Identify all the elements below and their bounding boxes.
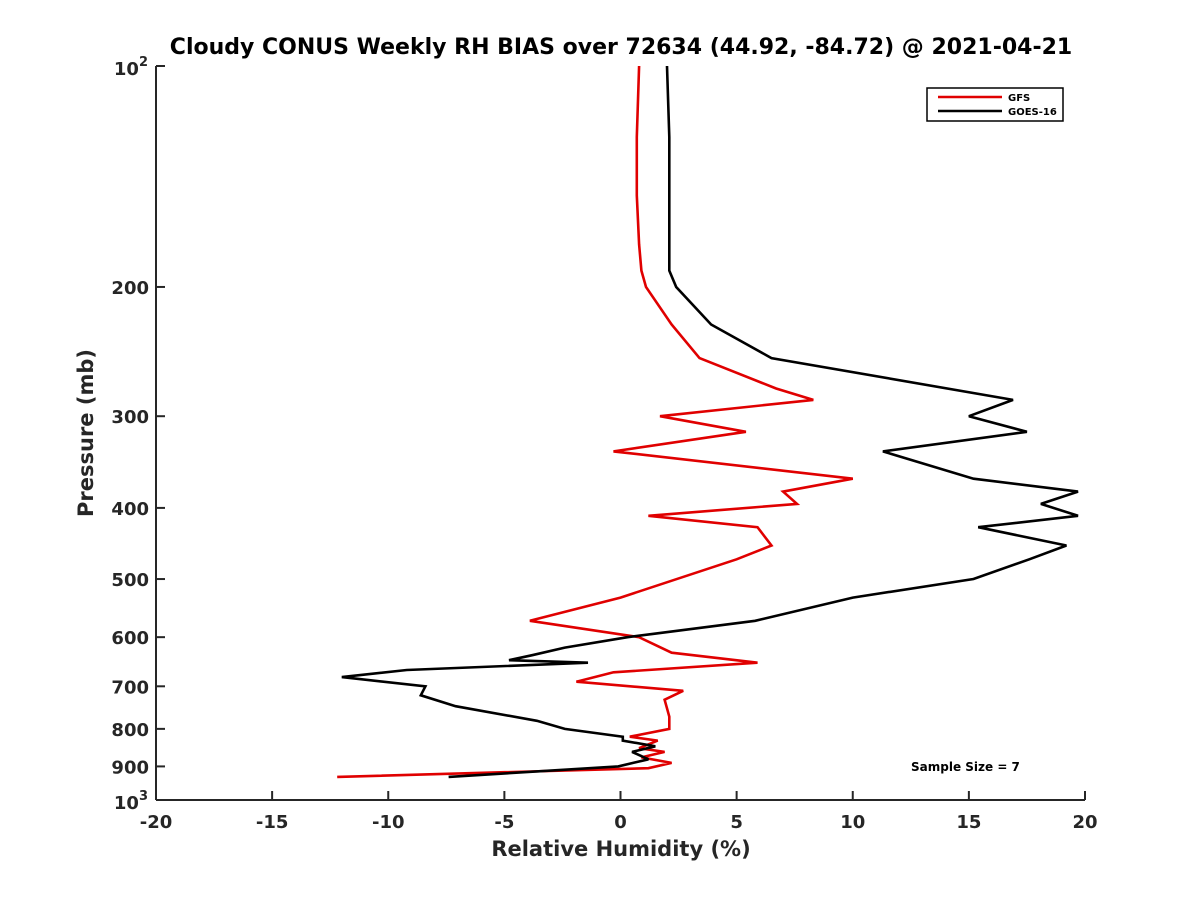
series-line-gfs xyxy=(337,65,854,779)
y-tick-label: 200 xyxy=(111,278,149,299)
chart-title: Cloudy CONUS Weekly RH BIAS over 72634 (… xyxy=(170,35,1072,60)
y-tick-label: 600 xyxy=(111,628,149,649)
x-tick-label: 10 xyxy=(840,812,865,833)
x-tick-label: -10 xyxy=(372,812,405,833)
y-tick-label-base: 10 xyxy=(114,59,139,80)
series-line-goes16 xyxy=(341,65,1079,779)
sample-size-annotation: Sample Size = 7 xyxy=(911,760,1020,774)
x-tick-label: 20 xyxy=(1072,812,1097,833)
x-axis-ticks: -20 -15 -10 -5 0 5 10 15 20 xyxy=(140,791,1098,833)
x-axis-label: Relative Humidity (%) xyxy=(491,837,750,861)
plot-area: -20 -15 -10 -5 0 5 10 15 20 10220030040050060070… xyxy=(111,55,1097,833)
y-tick-label: 500 xyxy=(111,570,149,591)
legend-label-gfs: GFS xyxy=(1008,93,1030,104)
x-tick-label: -5 xyxy=(494,812,514,833)
y-axis-label: Pressure (mb) xyxy=(74,349,98,517)
x-tick-label: 0 xyxy=(614,812,627,833)
legend-label-goes16: GOES-16 xyxy=(1008,107,1057,118)
x-tick-label: 5 xyxy=(730,812,743,833)
x-tick-label: -15 xyxy=(256,812,289,833)
y-tick-label: 700 xyxy=(111,677,149,698)
x-tick-label: -20 xyxy=(140,812,173,833)
x-tick-label: 15 xyxy=(956,812,981,833)
y-tick-label-base: 10 xyxy=(114,793,139,814)
legend-box xyxy=(926,87,1064,122)
y-tick-label: 300 xyxy=(111,407,149,428)
y-tick-label-exponent: 3 xyxy=(139,789,148,804)
series-layer xyxy=(337,65,1079,779)
y-tick-label: 400 xyxy=(111,499,149,520)
y-tick-label: 103 xyxy=(114,789,148,814)
y-tick-label: 900 xyxy=(111,757,149,778)
legend: GFS GOES-16 xyxy=(926,87,1064,122)
y-tick-label: 800 xyxy=(111,720,149,741)
y-tick-label: 102 xyxy=(114,55,148,80)
y-tick-label-exponent: 2 xyxy=(139,55,148,70)
